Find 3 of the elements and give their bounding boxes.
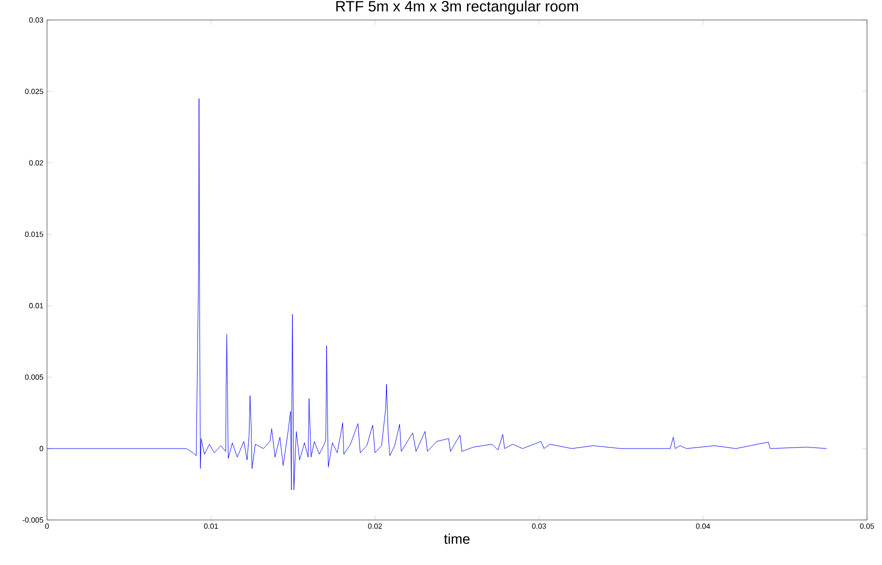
x-axis-title: time (444, 534, 470, 544)
chart-title: RTF 5m x 4m x 3m rectangular room (336, 0, 578, 14)
line-series (47, 98, 827, 490)
